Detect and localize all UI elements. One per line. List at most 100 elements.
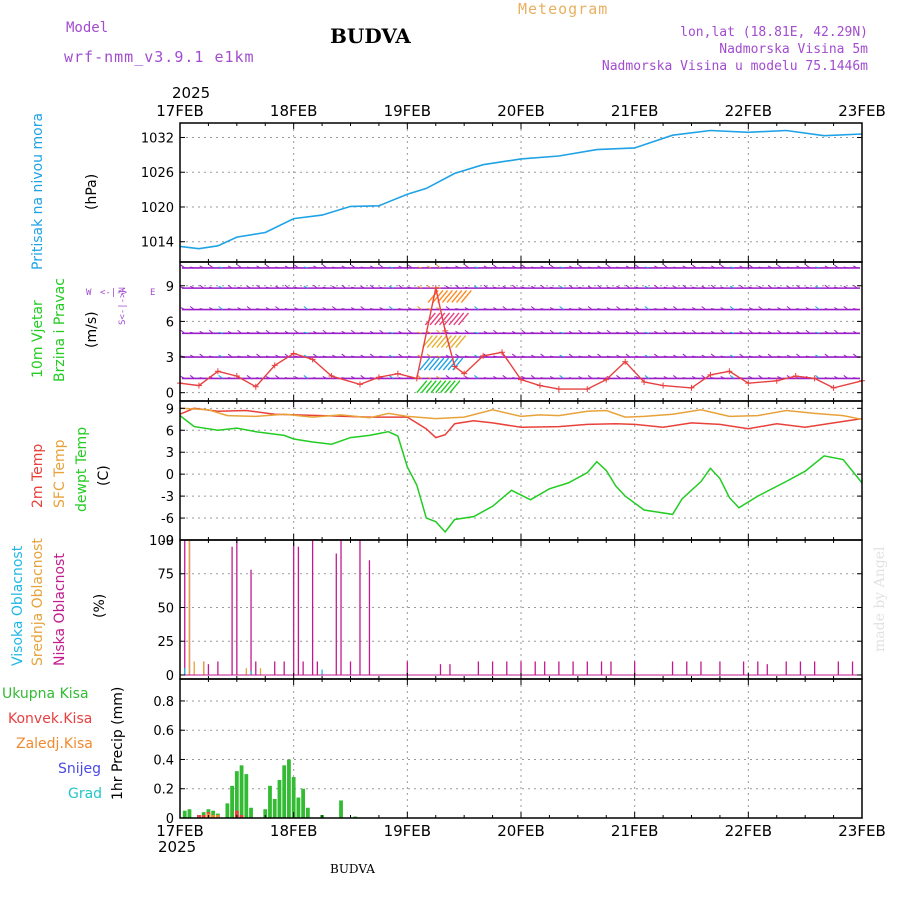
credit-text: made by Angel [872, 546, 888, 653]
wind-barb [511, 284, 517, 289]
wind-barb [540, 284, 545, 289]
wind-barb [635, 307, 640, 310]
precip-total-label: Ukupna Kisa [2, 686, 89, 702]
wind-barb [654, 330, 659, 334]
wind-storm-arrow [426, 335, 438, 348]
wind-barb [493, 264, 498, 269]
wind-barb [474, 375, 479, 379]
cloud-ytick-label: 25 [157, 635, 174, 650]
wind-barb [180, 307, 185, 310]
wind-speed-marker [451, 363, 458, 370]
wind-barb [767, 308, 773, 311]
wind-barb [777, 264, 782, 269]
temperature-ytick-label: -6 [161, 512, 174, 527]
wind-barb [625, 284, 631, 289]
cloud-ytick-label: 0 [166, 669, 174, 684]
wind-barb [739, 330, 744, 334]
wind-barb [824, 284, 830, 289]
wind-barb [360, 331, 365, 334]
wind-barb [796, 376, 801, 379]
wind-speed-marker [309, 356, 316, 363]
wind-barb [616, 375, 621, 379]
wind-barb [834, 286, 839, 289]
wind-storm-arrow [425, 380, 437, 394]
wind-speed-marker [375, 374, 382, 381]
station-title: BUDVA [330, 24, 411, 48]
wind-storm-arrow [444, 380, 456, 394]
wind-barb [672, 375, 678, 379]
wind-barb [682, 284, 688, 289]
precip-freezing-label: Zaledj.Kisa [16, 736, 93, 752]
wind-barb [398, 353, 403, 358]
wind-barb [758, 354, 763, 358]
meteogram-title: Meteogram [518, 0, 609, 18]
wind-barb [644, 354, 650, 358]
precip-ytick-label: 0.6 [153, 724, 174, 739]
wind-barb [369, 265, 375, 269]
wind-barb [644, 285, 650, 289]
wind-barb [635, 286, 640, 289]
wind-barb [824, 353, 830, 358]
wind-barb [407, 355, 413, 358]
wind-barb [606, 307, 612, 310]
pressure-ytick-label: 1014 [141, 236, 174, 251]
wind-barb [663, 286, 668, 289]
precip-total-bar [225, 803, 230, 818]
wind-barb [853, 308, 858, 311]
wind-storm-arrow [446, 289, 458, 303]
wind-barb [767, 265, 773, 269]
wind-barb [483, 376, 488, 379]
wind-barb [777, 286, 782, 289]
wind-barb [767, 330, 773, 334]
wind-barb [654, 284, 659, 289]
temperature-ytick-label: 6 [166, 424, 174, 439]
wind-barb [379, 286, 384, 289]
wind-storm-arrow [453, 312, 465, 326]
wind-storm-arrow [419, 357, 431, 371]
wind-storm-arrow [448, 312, 460, 326]
wind-barb [313, 284, 318, 289]
wind-barb [199, 265, 204, 269]
precip-total-bar [263, 809, 268, 818]
wind-storm-arrow [433, 357, 445, 371]
wind-barb [843, 331, 848, 334]
x-label-bottom: 23FEB [838, 822, 885, 840]
wind-barb [549, 264, 555, 269]
wind-ytick-label: 9 [166, 280, 174, 295]
wind-barb [313, 330, 318, 334]
wind-barb [445, 306, 451, 310]
wind-barb [417, 285, 422, 289]
wind-barb [559, 306, 564, 310]
wind-barb [455, 308, 460, 311]
wind-barb [701, 285, 706, 289]
wind-barb [389, 266, 394, 269]
wind-barb [720, 355, 725, 358]
wind-barb [654, 265, 659, 269]
wind-barb [360, 266, 365, 269]
wind-barb [692, 375, 697, 379]
wind-storm-arrow [441, 289, 453, 303]
wind-barb [360, 306, 366, 310]
wind-barb [644, 306, 650, 310]
wind-speed-marker [195, 382, 202, 389]
wind-barb [190, 331, 195, 334]
temperature-ytick-label: 3 [166, 446, 174, 461]
wind-speed-marker [792, 373, 799, 380]
wind-storm-arrow [447, 357, 459, 371]
wind-barb [834, 264, 839, 269]
pressure-ytick-label: 1020 [141, 201, 174, 216]
wind-barb [786, 285, 792, 289]
elevation: Nadmorska Visina 5m [719, 42, 868, 57]
year-bottom: 2025 [158, 838, 197, 856]
temp-unit: (C) [96, 465, 112, 486]
wind-barb [720, 329, 725, 334]
wind-barb [777, 355, 782, 358]
wind-barb [331, 306, 337, 310]
wind-barb [796, 265, 801, 269]
wind-barb [218, 266, 223, 269]
wind-barb [227, 353, 233, 358]
wind-barb [284, 284, 290, 289]
wind-barb [654, 308, 659, 311]
wind-barb [815, 266, 820, 269]
wind-storm-arrow [439, 380, 452, 394]
